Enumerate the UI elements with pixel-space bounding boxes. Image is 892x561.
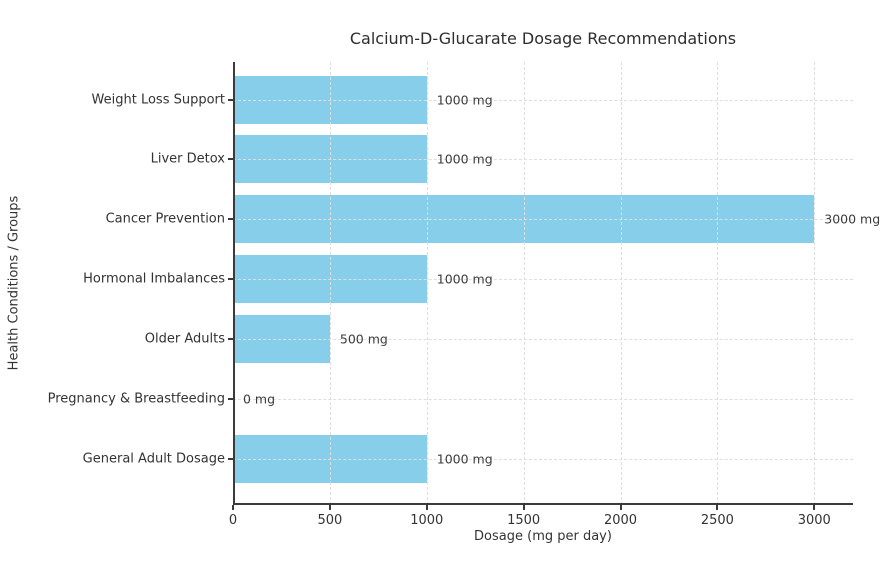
bar-value-label: 1000 mg <box>436 151 493 167</box>
y-tick-mark <box>228 98 233 101</box>
x-tick-label: 2000 <box>603 513 638 528</box>
x-tick-label: 2500 <box>700 513 734 528</box>
category-label: Cancer Prevention <box>105 211 225 227</box>
y-tick-mark <box>228 398 233 401</box>
x-tick-mark <box>328 505 331 510</box>
y-gridline <box>233 99 853 101</box>
x-tick-mark <box>232 505 234 510</box>
bar-value-label: 1000 mg <box>436 92 493 107</box>
y-gridline <box>233 339 853 341</box>
x-tick-mark <box>522 505 525 510</box>
x-tick-label: 500 <box>317 513 343 528</box>
x-gridline <box>814 62 816 505</box>
x-gridline <box>426 62 428 505</box>
x-tick-mark <box>716 505 719 510</box>
bar-value-label: 0 mg <box>243 391 276 407</box>
category-label: Weight Loss Support <box>91 92 225 107</box>
x-gridline <box>717 62 719 505</box>
x-tick-label: 0 <box>228 513 238 528</box>
bar-value-label: 1000 mg <box>436 451 493 467</box>
y-gridline <box>233 279 853 281</box>
y-tick-mark <box>228 338 233 341</box>
y-gridline <box>233 459 853 461</box>
bar-value-label: 1000 mg <box>436 271 493 287</box>
x-gridline <box>620 62 622 505</box>
x-gridline <box>329 62 331 505</box>
bar-value-label: 500 mg <box>339 331 388 347</box>
x-tick-label: 1500 <box>507 513 541 528</box>
chart-title: Calcium-D-Glucarate Dosage Recommendatio… <box>349 29 737 48</box>
category-label: Liver Detox <box>150 151 225 167</box>
x-tick-mark <box>619 505 622 510</box>
x-tick-label: 3000 <box>797 513 831 528</box>
category-label: Older Adults <box>144 331 225 347</box>
x-tick-label: 1000 <box>410 513 444 528</box>
y-gridline <box>233 399 853 401</box>
category-label: General Adult Dosage <box>82 451 225 467</box>
category-label: Hormonal Imbalances <box>83 271 225 287</box>
x-axis-label: Dosage (mg per day) <box>474 529 612 544</box>
y-tick-mark <box>228 158 233 161</box>
x-tick-mark <box>425 505 428 510</box>
x-tick-mark <box>813 505 816 510</box>
y-tick-mark <box>228 278 233 281</box>
y-tick-mark <box>228 458 233 461</box>
y-gridline <box>233 159 853 161</box>
y-gridline <box>233 219 853 221</box>
y-tick-mark <box>228 218 233 221</box>
category-label: Pregnancy & Breastfeeding <box>47 391 225 407</box>
bar-value-label: 3000 mg <box>824 211 881 227</box>
x-gridline <box>523 62 525 505</box>
